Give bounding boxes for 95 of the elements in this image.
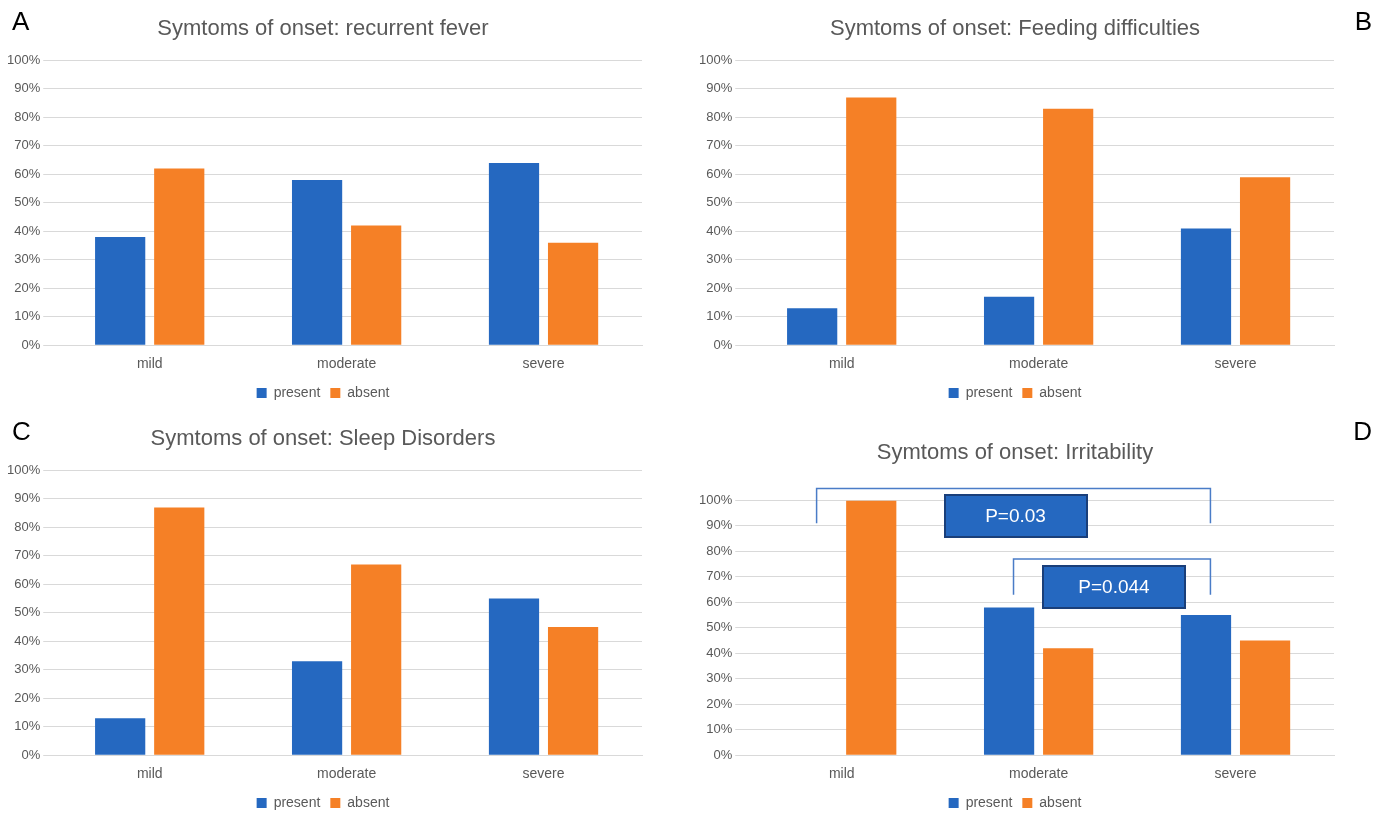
- y-tick-label: 0%: [21, 746, 41, 762]
- y-tick-label: 0%: [713, 746, 733, 762]
- y-tick-label: 50%: [706, 194, 733, 210]
- y-tick-label: 100%: [7, 461, 41, 477]
- y-tick-label: 60%: [706, 165, 733, 181]
- y-tick-label: 90%: [706, 80, 733, 96]
- bar: [547, 627, 599, 755]
- x-tick-label: moderate: [317, 765, 377, 782]
- y-tick-label: 100%: [699, 51, 733, 67]
- y-tick-label: 70%: [14, 547, 41, 563]
- y-tick-label: 60%: [14, 165, 41, 181]
- y-tick-label: 50%: [14, 604, 41, 620]
- chart-title: Symtoms of onset: Sleep Disorders: [150, 425, 496, 451]
- y-tick-label: 10%: [14, 718, 41, 734]
- legend-label: absent: [347, 383, 390, 400]
- bar: [547, 242, 599, 345]
- x-tick-label: mild: [136, 765, 163, 782]
- y-tick-label: 40%: [14, 632, 41, 648]
- y-tick-label: 60%: [706, 593, 733, 609]
- y-tick-label: 10%: [14, 308, 41, 324]
- chart-title: Symtoms of onset: Feeding difficulties: [829, 15, 1201, 41]
- y-tick-label: 90%: [706, 517, 733, 533]
- y-tick-label: 30%: [706, 670, 733, 686]
- bar: [291, 180, 343, 345]
- y-tick-label: 90%: [14, 490, 41, 506]
- bar: [154, 507, 205, 755]
- chart-title: Symtoms of onset: recurrent fever: [157, 15, 489, 41]
- legend-label: present: [965, 383, 1013, 400]
- y-tick-label: 30%: [14, 251, 41, 267]
- text: C: [12, 416, 31, 447]
- y-tick-label: 10%: [706, 308, 733, 324]
- legend-label: absent: [1039, 383, 1082, 400]
- y-tick-label: 20%: [706, 695, 733, 711]
- bar: [351, 564, 402, 755]
- y-tick-label: 0%: [713, 336, 733, 352]
- text: B: [1354, 6, 1372, 37]
- legend-label: present: [273, 793, 321, 810]
- text: D: [1353, 416, 1372, 447]
- y-tick-label: 50%: [14, 194, 41, 210]
- x-tick-label: moderate: [1009, 355, 1069, 372]
- x-tick-label: moderate: [317, 355, 377, 372]
- x-tick-label: severe: [522, 355, 565, 372]
- bar: [154, 168, 205, 345]
- y-tick-label: 20%: [14, 279, 41, 295]
- x-tick-label: severe: [1214, 765, 1257, 782]
- legend-label: absent: [347, 793, 390, 810]
- y-tick-label: 40%: [14, 222, 41, 238]
- bar: [488, 162, 540, 345]
- y-tick-label: 40%: [706, 222, 733, 238]
- bar: [983, 296, 1035, 345]
- y-tick-label: 80%: [706, 108, 733, 124]
- y-tick-label: 20%: [14, 689, 41, 705]
- y-tick-label: 70%: [706, 137, 733, 153]
- bar: [1180, 228, 1232, 345]
- y-tick-label: 40%: [706, 644, 733, 660]
- bar: [983, 607, 1035, 755]
- x-tick-label: severe: [522, 765, 565, 782]
- y-tick-label: 30%: [706, 251, 733, 267]
- y-tick-label: 20%: [706, 279, 733, 295]
- bar: [846, 97, 897, 345]
- y-tick-label: 30%: [14, 661, 41, 677]
- y-tick-label: 80%: [14, 518, 41, 534]
- y-tick-label: 10%: [706, 721, 733, 737]
- x-tick-label: severe: [1214, 355, 1257, 372]
- legend-label: present: [965, 793, 1013, 810]
- bar: [1043, 648, 1094, 755]
- x-tick-label: mild: [828, 765, 855, 782]
- chart-title: Symtoms of onset: Irritability: [876, 439, 1154, 465]
- y-tick-label: 100%: [7, 51, 41, 67]
- y-tick-label: 100%: [699, 491, 733, 507]
- y-tick-label: 70%: [706, 568, 733, 584]
- bar: [787, 308, 838, 345]
- bar: [95, 236, 146, 345]
- bar: [1239, 640, 1291, 755]
- bar: [846, 500, 897, 755]
- bar: [351, 225, 402, 345]
- bar: [95, 718, 146, 755]
- x-tick-label: moderate: [1009, 765, 1069, 782]
- text: A: [12, 6, 30, 37]
- y-tick-label: 70%: [14, 137, 41, 153]
- y-tick-label: 80%: [706, 542, 733, 558]
- y-tick-label: 50%: [706, 619, 733, 635]
- y-tick-label: 0%: [21, 336, 41, 352]
- bar: [1239, 177, 1291, 345]
- legend-label: absent: [1039, 793, 1082, 810]
- legend-label: present: [273, 383, 321, 400]
- x-tick-label: mild: [136, 355, 163, 372]
- x-tick-label: mild: [828, 355, 855, 372]
- y-tick-label: 60%: [14, 575, 41, 591]
- y-tick-label: 90%: [14, 80, 41, 96]
- bar: [1180, 615, 1232, 755]
- bar: [1043, 108, 1094, 345]
- bar: [291, 661, 343, 755]
- bar: [488, 598, 540, 755]
- y-tick-label: 80%: [14, 108, 41, 124]
